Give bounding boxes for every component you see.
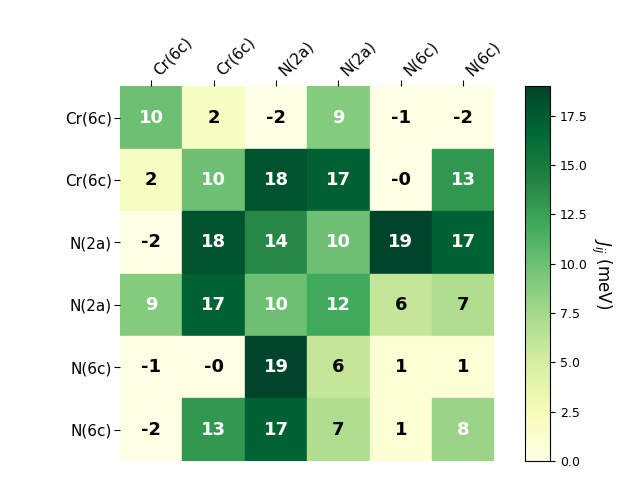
- Y-axis label: $J_{ij}$ (meV): $J_{ij}$ (meV): [589, 238, 613, 309]
- Text: -0: -0: [391, 171, 411, 189]
- Bar: [182, 398, 245, 461]
- Text: 1: 1: [394, 420, 407, 439]
- Text: 12: 12: [326, 296, 351, 314]
- Bar: [120, 211, 182, 274]
- Text: 8: 8: [457, 420, 470, 439]
- Text: 1: 1: [394, 358, 407, 376]
- Text: 9: 9: [332, 108, 345, 127]
- Text: -1: -1: [391, 108, 411, 127]
- Text: 7: 7: [457, 296, 470, 314]
- Text: 17: 17: [264, 420, 289, 439]
- Text: 17: 17: [201, 296, 226, 314]
- Bar: [307, 336, 370, 398]
- Bar: [182, 86, 245, 149]
- Bar: [120, 149, 182, 211]
- Text: 10: 10: [201, 171, 226, 189]
- Bar: [370, 149, 432, 211]
- Text: 10: 10: [139, 108, 164, 127]
- Text: 6: 6: [332, 358, 345, 376]
- Text: 19: 19: [388, 233, 413, 252]
- Bar: [120, 274, 182, 336]
- Bar: [307, 211, 370, 274]
- Bar: [370, 336, 432, 398]
- Text: -2: -2: [141, 233, 161, 252]
- Bar: [245, 211, 307, 274]
- Bar: [370, 86, 432, 149]
- Text: 2: 2: [145, 171, 157, 189]
- Text: 13: 13: [201, 420, 226, 439]
- Text: 14: 14: [264, 233, 289, 252]
- Text: 2: 2: [207, 108, 220, 127]
- Text: -2: -2: [453, 108, 473, 127]
- Bar: [245, 336, 307, 398]
- Bar: [245, 274, 307, 336]
- Bar: [432, 211, 494, 274]
- Bar: [307, 274, 370, 336]
- Text: 6: 6: [394, 296, 407, 314]
- Bar: [182, 274, 245, 336]
- Text: 18: 18: [201, 233, 226, 252]
- Bar: [182, 149, 245, 211]
- Bar: [370, 398, 432, 461]
- Bar: [120, 398, 182, 461]
- Text: -1: -1: [141, 358, 161, 376]
- Text: 10: 10: [326, 233, 351, 252]
- Bar: [432, 86, 494, 149]
- Text: 18: 18: [264, 171, 289, 189]
- Text: 19: 19: [264, 358, 289, 376]
- Bar: [120, 86, 182, 149]
- Bar: [245, 398, 307, 461]
- Bar: [432, 336, 494, 398]
- Text: -2: -2: [141, 420, 161, 439]
- Bar: [245, 149, 307, 211]
- Text: 9: 9: [145, 296, 157, 314]
- Bar: [432, 274, 494, 336]
- Bar: [307, 86, 370, 149]
- Bar: [120, 336, 182, 398]
- Bar: [307, 149, 370, 211]
- Text: 17: 17: [451, 233, 476, 252]
- Text: -2: -2: [266, 108, 286, 127]
- Bar: [370, 211, 432, 274]
- Text: 10: 10: [264, 296, 289, 314]
- Text: 13: 13: [451, 171, 476, 189]
- Text: 1: 1: [457, 358, 470, 376]
- Text: -0: -0: [204, 358, 223, 376]
- Text: 17: 17: [326, 171, 351, 189]
- Bar: [370, 274, 432, 336]
- Bar: [307, 398, 370, 461]
- Bar: [432, 149, 494, 211]
- Bar: [432, 398, 494, 461]
- Text: 7: 7: [332, 420, 345, 439]
- Bar: [245, 86, 307, 149]
- Bar: [182, 211, 245, 274]
- Bar: [182, 336, 245, 398]
